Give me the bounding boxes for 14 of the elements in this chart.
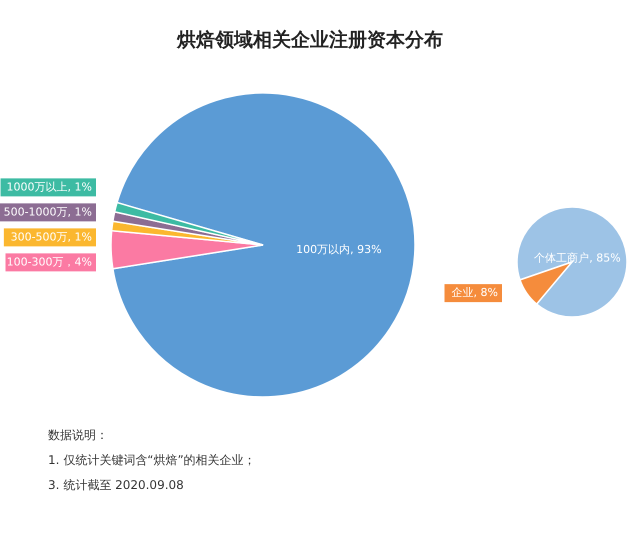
chart-title: 烘焙领域相关企业注册资本分布 bbox=[176, 29, 443, 51]
slice-label: 1000万以上, 1% bbox=[6, 180, 92, 194]
slice-label: 企业, 8% bbox=[452, 286, 498, 300]
slice-label: 个体工商户, 85% bbox=[534, 251, 621, 264]
slice-label: 300-500万, 1% bbox=[10, 230, 92, 244]
pie-slice bbox=[112, 92, 416, 398]
pie-slice bbox=[516, 206, 628, 318]
pie-slice bbox=[519, 261, 573, 305]
text: 数据说明： bbox=[48, 428, 108, 442]
text: 3. 统计截至 2020.09.08 bbox=[48, 478, 184, 492]
slice-label: 100万以内, 93% bbox=[296, 242, 382, 256]
text: 1. 仅统计关键词含“烘焙”的相关企业； bbox=[48, 453, 256, 467]
slice-label: 100-300万，4% bbox=[6, 255, 92, 268]
slice-label: 500-1000万, 1% bbox=[4, 205, 92, 218]
